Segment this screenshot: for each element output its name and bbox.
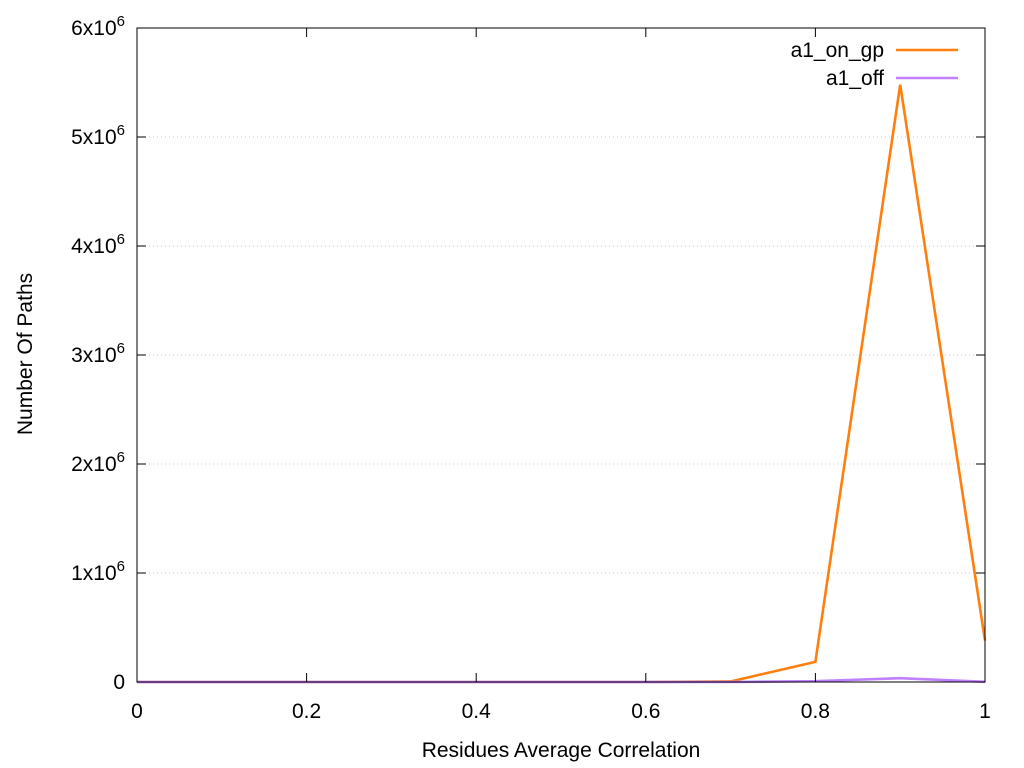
y-tick-label: 0 <box>113 671 125 694</box>
legend-label-a1_on_gp: a1_on_gp <box>791 39 884 62</box>
series-lines <box>137 84 987 684</box>
x-tick-label: 0.8 <box>801 700 830 723</box>
axes <box>136 27 986 683</box>
y-tick-label: 5x106 <box>71 122 125 149</box>
grid-lines <box>137 136 985 574</box>
series-line-a1_on_gp <box>137 84 987 684</box>
y-tick-label: 3x106 <box>71 340 125 367</box>
y-tick-label: 2x106 <box>71 449 125 476</box>
y-tick-label: 4x106 <box>71 231 125 258</box>
y-tick-label: 1x106 <box>71 558 125 585</box>
y-tick-label: 6x106 <box>71 13 125 40</box>
legend: a1_on_gp a1_off <box>791 39 958 90</box>
y-axis-label: Number Of Paths <box>14 273 37 435</box>
tick-labels: 0 1x106 2x106 3x106 4x106 5x106 6x106 0 0.2 0.4 0.… <box>71 13 991 723</box>
x-axis-label: Residues Average Correlation <box>422 739 701 762</box>
x-tick-label: 0.6 <box>631 700 660 723</box>
legend-label-a1_off: a1_off <box>826 67 884 90</box>
x-tick-label: 0.4 <box>462 700 492 723</box>
x-tick-label: 0.2 <box>292 700 321 723</box>
series-line-a1_off <box>137 676 986 684</box>
x-tick-label: 1 <box>979 700 991 723</box>
x-tick-label: 0 <box>131 700 143 723</box>
